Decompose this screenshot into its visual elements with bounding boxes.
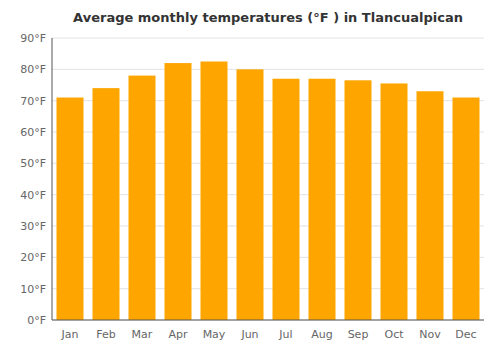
y-tick-label: 20°F (20, 251, 46, 264)
bar (417, 91, 444, 320)
y-tick-label: 30°F (20, 220, 46, 233)
grid (52, 38, 484, 320)
x-tick-label: Mar (132, 328, 153, 341)
y-tick-label: 40°F (20, 189, 46, 202)
bar (165, 63, 192, 320)
x-tick-label: Jun (240, 328, 258, 341)
y-tick-label: 0°F (27, 314, 46, 327)
bar (93, 88, 120, 320)
x-tick-label: Jan (61, 328, 79, 341)
y-axis-line (52, 38, 53, 320)
x-tick-label: Dec (455, 328, 476, 341)
bar (201, 62, 228, 321)
page: {"chart_data": {"type": "bar", "title": … (0, 0, 500, 350)
x-tick-label: Nov (419, 328, 441, 341)
bar (237, 69, 264, 320)
x-tick-label: Sep (348, 328, 369, 341)
x-tick-label: Feb (96, 328, 115, 341)
y-tick-label: 10°F (20, 283, 46, 296)
bar (309, 79, 336, 320)
grid-line (52, 69, 484, 70)
x-tick-label: May (203, 328, 226, 341)
bar (345, 80, 372, 320)
bar (381, 83, 408, 320)
chart-container: Average monthly temperatures (°F ) in Tl… (0, 0, 500, 350)
bar (57, 98, 84, 320)
bar (453, 98, 480, 320)
x-tick-label: Oct (384, 328, 404, 341)
y-tick-label: 70°F (20, 95, 46, 108)
x-tick-label: Aug (311, 328, 332, 341)
y-tick-label: 60°F (20, 126, 46, 139)
y-tick-label: 80°F (20, 63, 46, 76)
bar (273, 79, 300, 320)
x-tick-label: Jul (278, 328, 292, 341)
grid-line (52, 38, 484, 39)
x-axis-line (52, 320, 484, 321)
grid-line (52, 320, 484, 321)
chart: Average monthly temperatures (°F ) in Tl… (0, 0, 500, 350)
y-tick-label: 50°F (20, 157, 46, 170)
title: Average monthly temperatures (°F ) in Tl… (73, 10, 463, 25)
y-tick-label: 90°F (20, 32, 46, 45)
bars (57, 62, 480, 321)
bar (129, 76, 156, 320)
x-tick-label: Apr (168, 328, 188, 341)
